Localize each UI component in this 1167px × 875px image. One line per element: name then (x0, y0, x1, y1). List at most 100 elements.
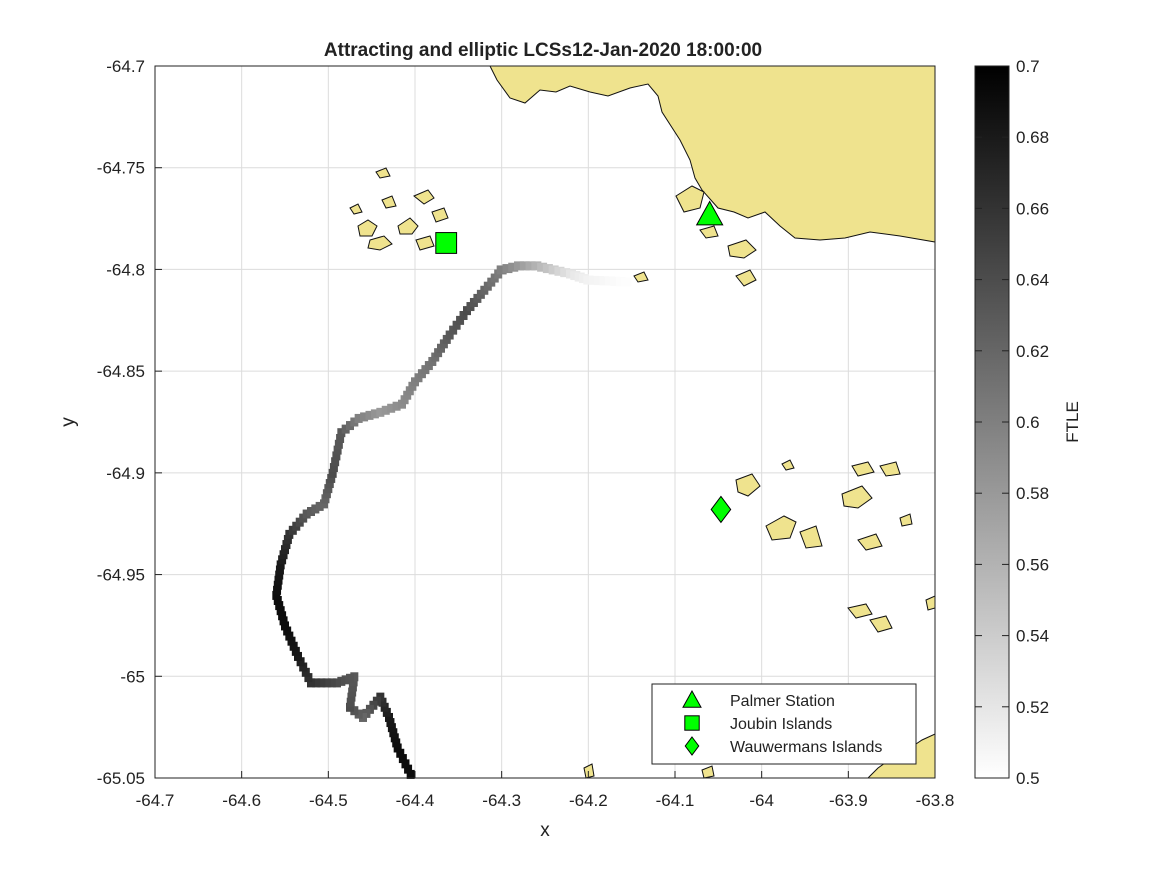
ftle-cell (312, 678, 321, 688)
ftle-cell (337, 676, 346, 686)
ftle-cell (380, 702, 389, 712)
ftle-cell (327, 473, 336, 483)
ftle-cell (317, 678, 326, 688)
ftle-cell (275, 601, 284, 611)
ftle-cell (615, 277, 626, 287)
x-tick-label: -64.2 (569, 791, 608, 810)
ftle-cell (542, 264, 553, 274)
land-layer (349, 65, 936, 779)
x-tick-label: -64.4 (396, 791, 435, 810)
land-joubin-island (397, 217, 419, 235)
legend-marker-square (684, 715, 700, 731)
colorbar-tick-label: 0.6 (1016, 413, 1040, 432)
ftle-cell (283, 626, 292, 636)
land-wauwermans-island (847, 603, 873, 619)
ftle-cell (350, 672, 359, 682)
ftle-cell (382, 707, 391, 717)
x-tick-label: -64.3 (482, 791, 521, 810)
y-tick-label: -64.9 (106, 464, 145, 483)
colorbar-tick-label: 0.52 (1016, 698, 1049, 717)
colorbar-tick-label: 0.54 (1016, 627, 1049, 646)
ftle-cell (396, 748, 405, 758)
ftle-cell (322, 489, 331, 499)
ftle-cell (531, 261, 542, 271)
land-palmer-island (675, 185, 705, 213)
land-wauwermans-island (781, 459, 795, 471)
colorbar: 0.5 0.52 0.54 0.56 0.58 0.6 0.62 0.64 0.66 0.68 0.… (974, 57, 1082, 788)
ftle-cell (333, 445, 342, 455)
ftle-cell (594, 276, 605, 286)
plot-border (154, 65, 936, 779)
x-tick-label: -64 (749, 791, 774, 810)
land-joubin-island (431, 207, 449, 223)
ftle-cell (588, 275, 599, 285)
land-joubin-island (415, 235, 435, 251)
ftle-cell (354, 413, 363, 423)
ftle-cell (445, 330, 454, 340)
ftle-cell (302, 509, 311, 519)
ftle-cell (404, 764, 413, 774)
ftle-cell (299, 662, 308, 672)
ftle-cell (291, 646, 300, 656)
ftle-cell (583, 275, 594, 285)
ftle-cell (350, 417, 359, 427)
ftle-cell (393, 743, 402, 753)
ftle-cell (378, 697, 387, 707)
land-wauwermans-island (799, 525, 823, 549)
ftle-cell (346, 702, 354, 712)
ftle-cell (389, 728, 398, 738)
ftle-cell (348, 682, 357, 692)
ftle-cell (386, 718, 395, 728)
ftle-cell (392, 401, 401, 411)
ftle-cell (346, 673, 354, 683)
ftle-cell (360, 412, 369, 422)
legend-label: Wauwermans Islands (730, 739, 882, 756)
ftle-cell (273, 585, 282, 595)
ftle-cell (333, 678, 341, 688)
ftle-cell (548, 265, 559, 275)
ftle-cell (370, 409, 379, 419)
land-palmer-island (633, 271, 649, 283)
marker-diamond-2 (710, 495, 732, 524)
land-joubin-island (413, 189, 435, 205)
ftle-cell (273, 596, 282, 605)
ftle-cell (354, 709, 363, 719)
legend-marker-triangle (682, 689, 702, 708)
ftle-cell (281, 621, 289, 631)
x-tick-label: -64.1 (656, 791, 695, 810)
colorbar-tick-label: 0.56 (1016, 555, 1049, 574)
site-markers (435, 200, 732, 524)
ftle-cell (341, 675, 350, 685)
y-axis-label: y (58, 417, 79, 427)
ftle-cell (456, 315, 465, 325)
y-tick-label: -64.95 (97, 566, 145, 585)
ftle-cell (272, 590, 281, 600)
ftle-cell (381, 405, 390, 415)
ftle-cell (390, 733, 399, 743)
ftle-cell (346, 697, 355, 707)
ftle-cell (508, 262, 519, 272)
ftle-cell (282, 540, 291, 550)
ftle-cell (554, 266, 565, 276)
land-wauwermans-island (857, 533, 883, 551)
ftle-cell (387, 723, 396, 733)
ftle-cell (279, 616, 288, 626)
chart-title: Attracting and elliptic LCSs12-Jan-2020 … (324, 40, 762, 61)
ftle-cell (274, 575, 283, 585)
legend-marker-diamond (684, 736, 700, 756)
land-wauwermans-island (735, 473, 761, 497)
ftle-cell (392, 738, 401, 748)
ftle-cell (315, 501, 324, 511)
ftle-cell (329, 463, 338, 473)
y-axis-ticks: -64.7 -64.75 -64.8 -64.85 -64.9 -64.95 -65 -65.… (97, 57, 162, 788)
ftle-cell (281, 545, 289, 555)
ftle-cell (334, 439, 343, 449)
land-islet (701, 765, 715, 779)
land-joubin-island (381, 195, 397, 209)
ftle-cell (365, 410, 374, 420)
ftle-cell (278, 555, 287, 565)
ftle-cell (452, 320, 461, 330)
ftle-cell (304, 673, 313, 683)
ftle-cell (294, 651, 302, 661)
land-wauwermans-island (841, 485, 873, 509)
